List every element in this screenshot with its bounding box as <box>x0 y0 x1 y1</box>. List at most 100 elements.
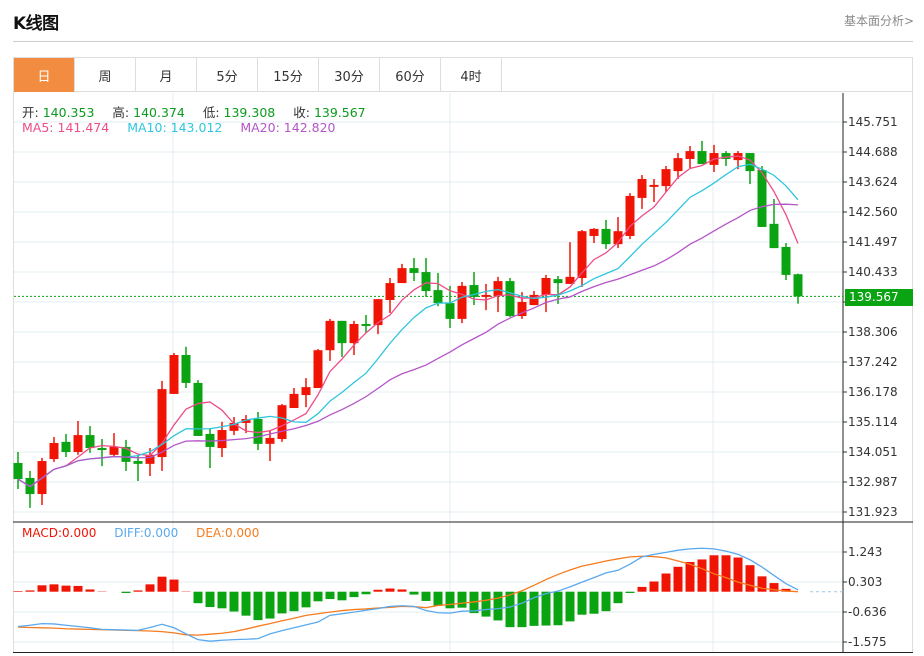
macd-bar <box>433 591 443 606</box>
candle-body <box>505 281 515 317</box>
macd-bar <box>697 559 707 592</box>
macd-tick-label: 1.243 <box>848 545 883 559</box>
tab-month[interactable]: 月 <box>136 58 197 92</box>
macd-bar <box>61 585 71 592</box>
candle-body <box>529 294 539 306</box>
candle-body <box>229 422 239 431</box>
candle-body <box>541 277 551 295</box>
macd-bar <box>625 591 635 593</box>
candle-body <box>49 442 59 460</box>
fundamental-analysis-link[interactable]: 基本面分析> <box>843 14 914 28</box>
candle-body <box>349 323 359 344</box>
candle-body <box>409 268 419 273</box>
candle-body <box>589 228 599 236</box>
tab-5min[interactable]: 5分 <box>197 58 258 92</box>
price-tick-label: 138.306 <box>848 325 898 339</box>
candle-body <box>433 290 443 304</box>
tab-week[interactable]: 周 <box>75 58 136 92</box>
macd-bar <box>49 584 59 592</box>
candle-body <box>121 446 131 462</box>
candle-body <box>673 158 683 172</box>
macd-bar <box>157 576 167 592</box>
candle-body <box>361 323 371 326</box>
macd-bar <box>757 576 767 592</box>
price-tick-label: 131.923 <box>848 505 898 519</box>
candle-body <box>169 354 179 394</box>
macd-bar <box>565 591 575 622</box>
candle-body <box>481 294 491 297</box>
macd-bar <box>685 561 695 592</box>
macd-bar <box>445 591 455 609</box>
open-label: 开: <box>22 105 39 120</box>
ma10-line <box>17 163 799 488</box>
high-value: 140.374 <box>133 105 185 120</box>
macd-bar <box>421 591 431 601</box>
candle-body <box>793 274 803 297</box>
candle-body <box>385 283 395 300</box>
macd-bar <box>649 581 659 592</box>
high-label: 高: <box>112 105 130 120</box>
macd-bar <box>217 591 227 609</box>
macd-value: 0.000 <box>62 526 97 540</box>
chart-frame <box>13 92 913 653</box>
current-price-tag: 139.567 <box>845 289 913 306</box>
open-value: 140.353 <box>42 105 95 120</box>
price-tick-label: 135.114 <box>848 415 898 429</box>
macd-bar <box>289 591 299 612</box>
macd-bar <box>529 591 539 626</box>
candle-body <box>337 320 347 344</box>
macd-bar <box>601 591 611 612</box>
macd-bar <box>745 565 755 592</box>
page-title: K线图 <box>13 14 59 34</box>
macd-bar <box>145 584 155 592</box>
candle-body <box>13 463 23 480</box>
candle-body <box>637 178 647 198</box>
candle-body <box>277 405 287 440</box>
macd-bar <box>457 591 467 608</box>
candle-body <box>685 151 695 159</box>
ma10-label: MA10: <box>127 120 167 135</box>
tab-4hour[interactable]: 4时 <box>441 58 502 92</box>
tab-day[interactable]: 日 <box>14 58 75 92</box>
ma5-value: 141.474 <box>57 120 110 135</box>
candle-body <box>757 169 767 227</box>
macd-bar <box>73 585 83 592</box>
tab-15min[interactable]: 15分 <box>258 58 319 92</box>
macd-bar <box>25 590 35 592</box>
diff-label: DIFF: <box>114 526 144 540</box>
diff-line <box>17 547 799 642</box>
macd-bar <box>553 591 563 626</box>
tab-30min[interactable]: 30分 <box>319 58 380 92</box>
macd-bar <box>313 591 323 602</box>
close-label: 收: <box>293 105 310 120</box>
macd-tick-label: -1.575 <box>848 635 887 649</box>
candle-body <box>289 393 299 409</box>
macd-bar <box>505 591 515 628</box>
diff-value: 0.000 <box>143 526 179 540</box>
candle-body <box>457 285 467 319</box>
macd-bar <box>721 555 731 592</box>
candle-body <box>301 387 311 396</box>
low-value: 139.308 <box>223 105 276 120</box>
ma5-label: MA5: <box>22 120 54 135</box>
macd-bar <box>373 589 383 592</box>
candle-body <box>721 153 731 159</box>
candle-body <box>613 231 623 245</box>
candle-body <box>109 446 119 455</box>
candle-body <box>73 435 83 453</box>
macd-bar <box>361 591 371 595</box>
macd-tick-label: -0.636 <box>848 605 887 619</box>
candle-body <box>61 441 71 453</box>
macd-bar <box>385 588 395 592</box>
candle-body <box>769 223 779 249</box>
macd-bar <box>733 557 743 592</box>
candle-body <box>217 430 227 449</box>
macd-bar <box>301 591 311 608</box>
macd-bar <box>253 591 263 621</box>
macd-bar <box>637 586 647 592</box>
candle-body <box>421 272 431 291</box>
tab-60min[interactable]: 60分 <box>380 58 441 92</box>
macd-bar <box>229 591 239 612</box>
price-tick-label: 142.560 <box>848 205 898 219</box>
